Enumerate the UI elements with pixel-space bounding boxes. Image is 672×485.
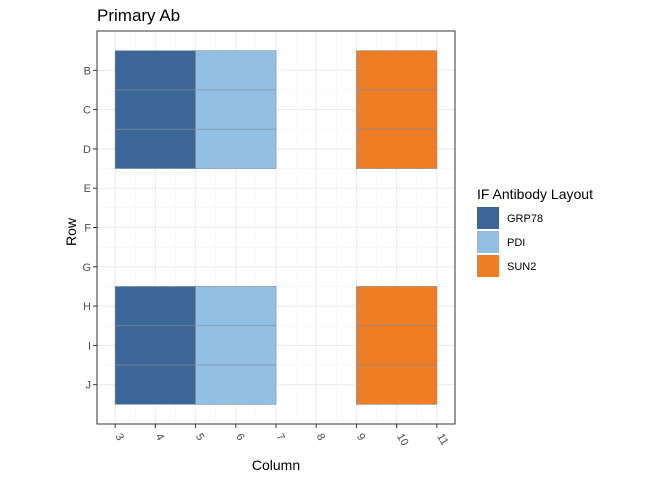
legend-label-pdi: PDI [507, 237, 525, 249]
y-tick-label: G [82, 262, 91, 274]
y-tick-label: D [83, 144, 91, 156]
legend-swatch-sun2 [477, 255, 499, 277]
y-tick-label: B [84, 65, 91, 77]
tile-pdi-h [195, 286, 277, 327]
x-tick-label: 3 [113, 432, 126, 443]
tile-layer [114, 50, 438, 405]
legend-label-grp78: GRP78 [507, 213, 543, 225]
y-tick-label: H [83, 301, 91, 313]
tile-sun2-h [356, 286, 438, 327]
x-tick-label: 8 [314, 432, 327, 443]
tile-pdi-j [195, 364, 277, 405]
tile-pdi-b [195, 50, 277, 91]
x-tick-label: 5 [193, 432, 206, 443]
tile-sun2-c [356, 89, 438, 130]
legend-entries: GRP78 PDI SUN2 [477, 207, 543, 277]
tile-pdi-d [195, 128, 277, 169]
y-tick-label: C [83, 105, 91, 117]
x-tick-label: 7 [273, 432, 286, 443]
legend-label-sun2: SUN2 [507, 261, 536, 273]
y-axis: B C D E F G H I J [82, 65, 97, 392]
x-tick-label: 6 [233, 432, 246, 443]
x-axis: 3 4 5 6 7 8 9 10 11 [113, 424, 450, 449]
tile-sun2-j [356, 364, 438, 405]
tile-grp78-h [114, 286, 196, 327]
x-tick-label: 9 [354, 432, 367, 443]
legend: IF Antibody Layout GRP78 PDI SUN2 [477, 186, 593, 277]
tile-pdi-i [195, 325, 277, 366]
legend-swatch-pdi [477, 231, 499, 253]
y-tick-label: I [88, 340, 91, 352]
tile-grp78-i [114, 325, 196, 366]
legend-title: IF Antibody Layout [477, 186, 593, 202]
x-axis-title: Column [252, 457, 300, 473]
y-tick-label: E [84, 183, 91, 195]
tile-pdi-c [195, 89, 277, 130]
x-tick-label: 4 [153, 432, 166, 443]
x-tick-label: 10 [394, 432, 411, 449]
y-axis-title: Row [63, 217, 79, 246]
x-tick-label: 11 [434, 432, 450, 448]
tile-grp78-c [114, 89, 196, 130]
tile-grp78-d [114, 128, 196, 169]
legend-swatch-grp78 [477, 207, 499, 229]
tile-sun2-b [356, 50, 438, 91]
y-tick-label: F [84, 223, 91, 235]
chart-title: Primary Ab [97, 6, 180, 25]
tile-grp78-j [114, 364, 196, 405]
y-tick-label: J [86, 380, 92, 392]
tile-grp78-b [114, 50, 196, 91]
tile-sun2-d [356, 128, 438, 169]
tile-sun2-i [356, 325, 438, 366]
